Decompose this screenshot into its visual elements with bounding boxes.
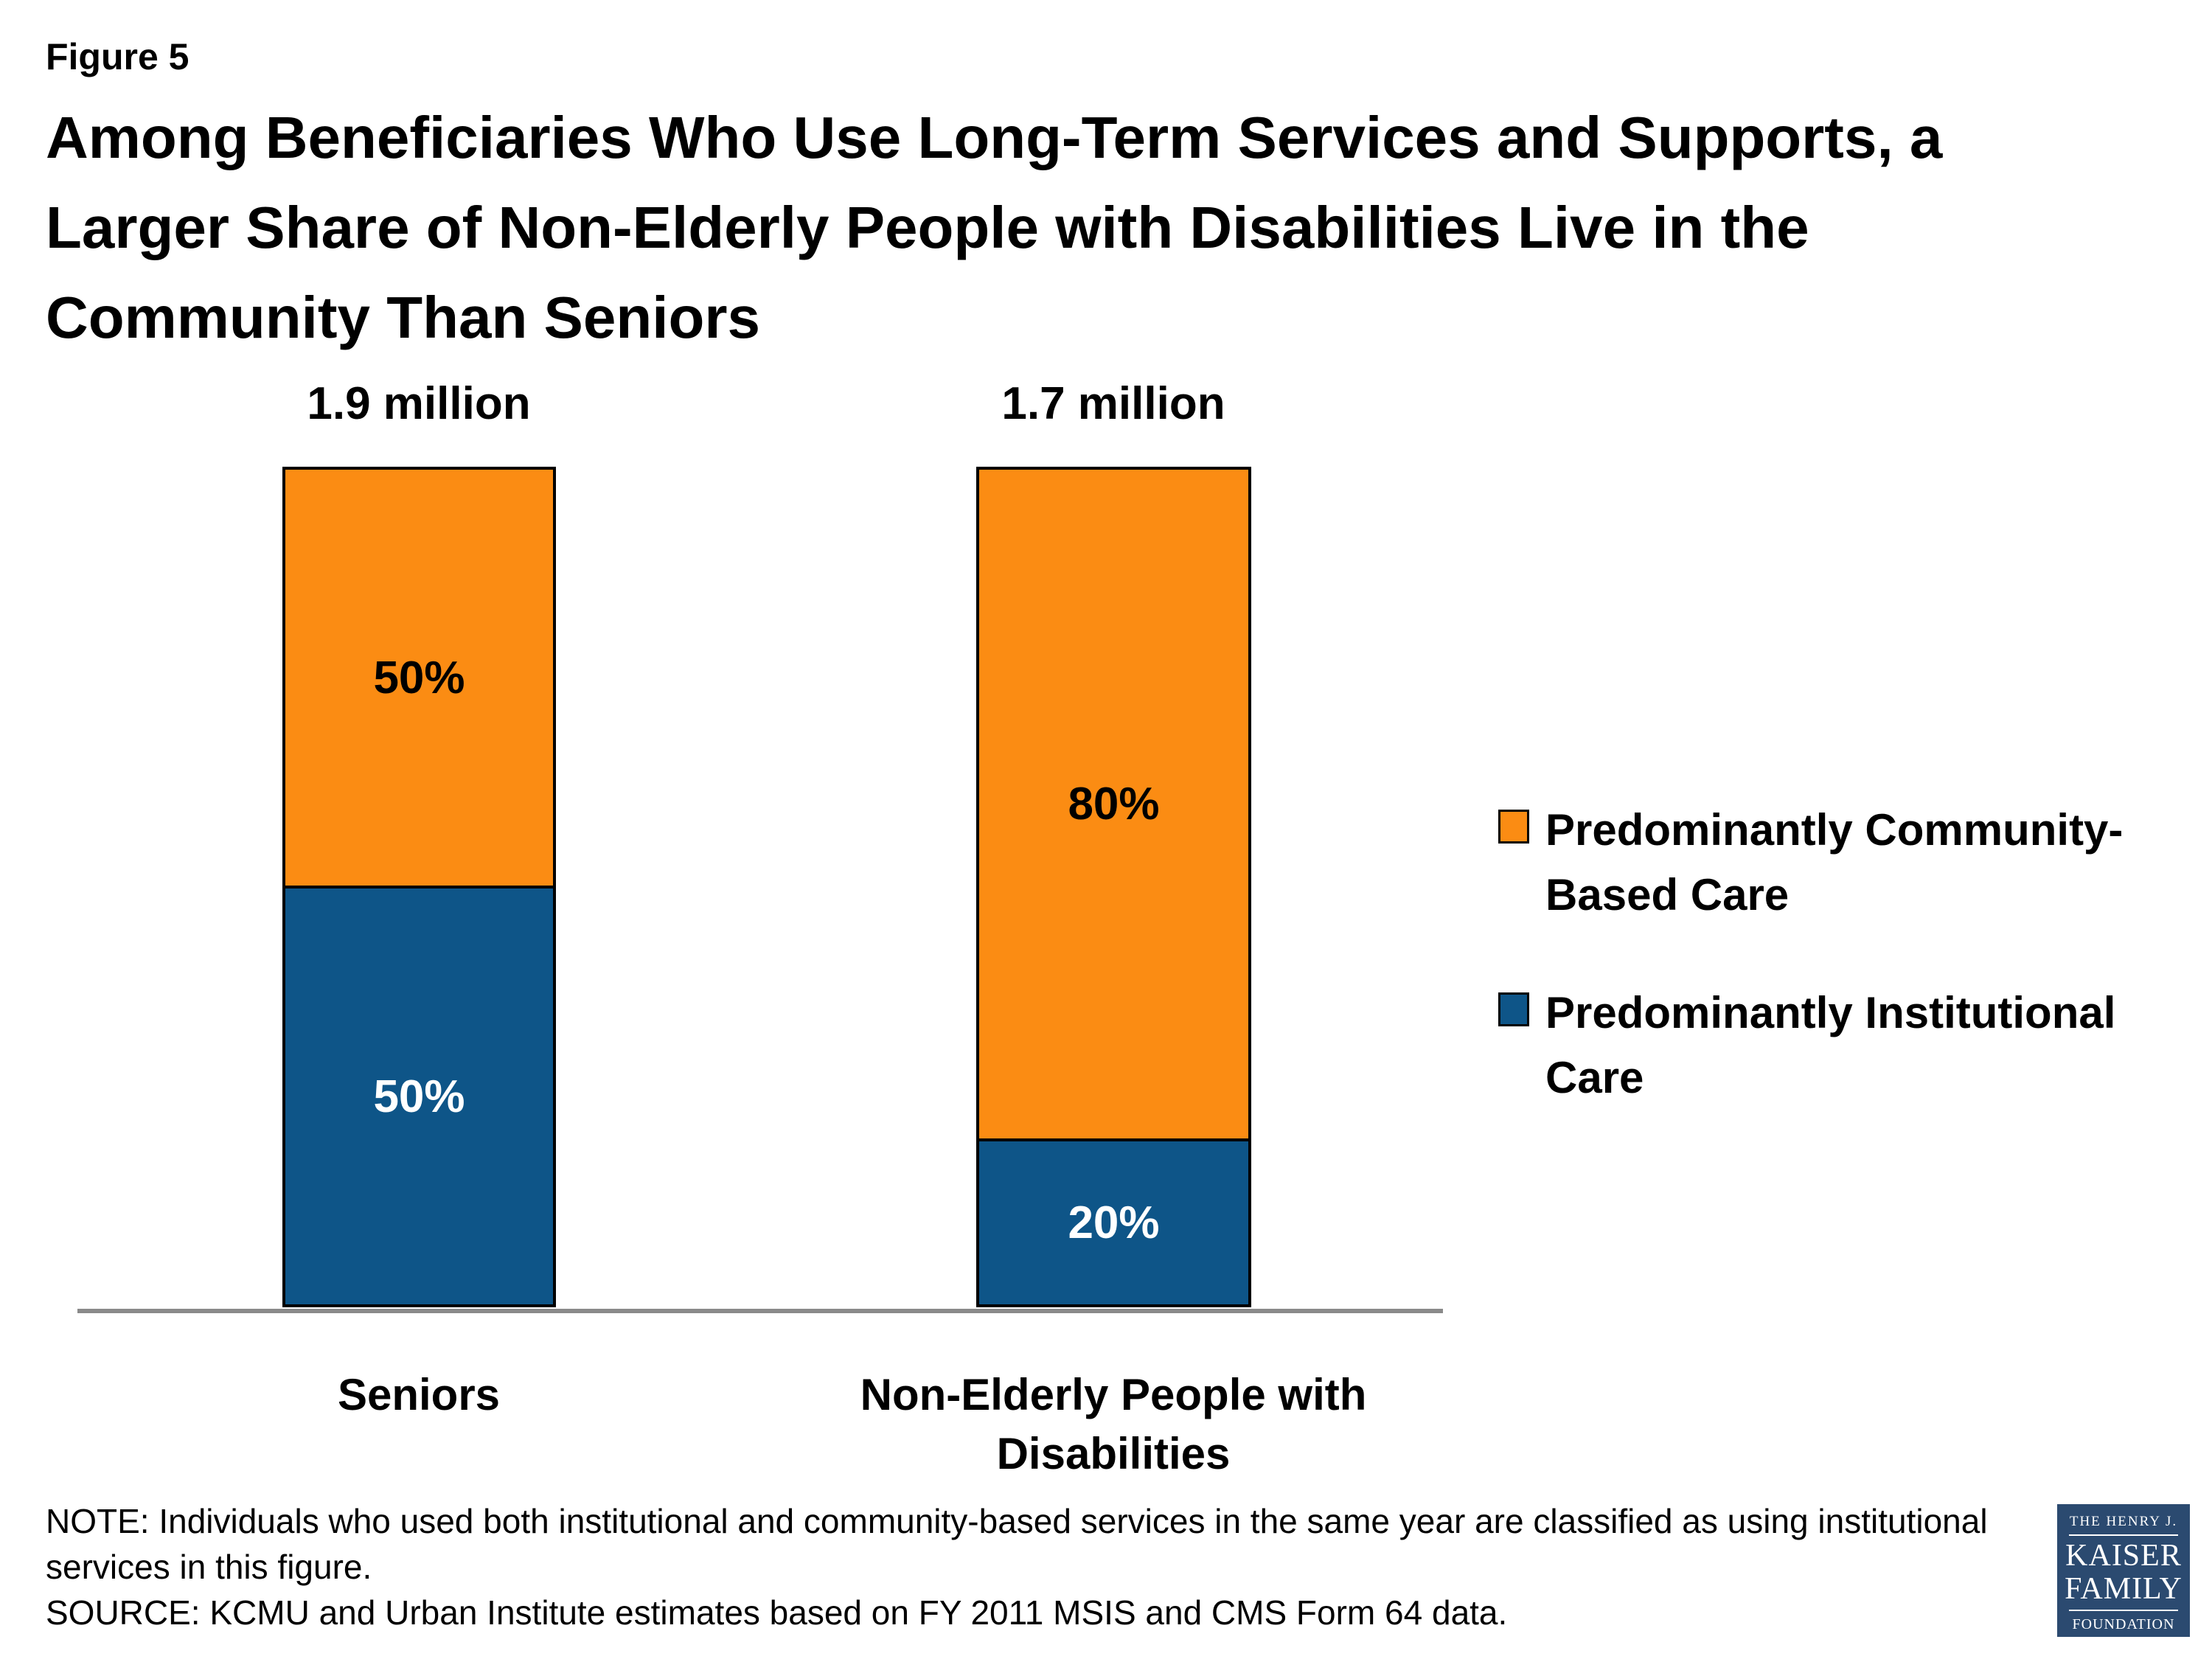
seniors-institutional-segment: 50% [282,886,556,1307]
stacked-bar-nonelderly: 80% 20% [976,467,1251,1310]
x-axis-line [77,1309,1443,1313]
kff-logo-foundation: FOUNDATION [2072,1616,2175,1632]
kff-logo: THE HENRY J. KAISER FAMILY FOUNDATION [2057,1504,2190,1637]
legend-label-community-line-2: Based Care [1545,870,1790,919]
source-line: SOURCE: KCMU and Urban Institute estimat… [46,1593,1508,1632]
chart-title-line-1: Among Beneficiaries Who Use Long-Term Se… [46,105,1943,170]
kff-logo-divider-bottom [2069,1610,2178,1611]
seniors-institutional-value-label: 50% [373,1071,465,1122]
legend-item-community: Predominantly Community- Based Care [1498,798,2123,928]
kff-logo-kaiser: KAISER [2065,1539,2182,1573]
footnotes: NOTE: Individuals who used both institut… [46,1498,1988,1635]
legend-label-community: Predominantly Community- Based Care [1545,798,2123,928]
legend-swatch-community [1498,810,1529,844]
legend-label-institutional: Predominantly Institutional Care [1545,981,2115,1110]
kff-logo-divider-top [2069,1534,2178,1536]
chart-title: Among Beneficiaries Who Use Long-Term Se… [46,93,2191,363]
note-line-1: NOTE: Individuals who used both institut… [46,1502,1988,1540]
seniors-community-segment: 50% [282,467,556,888]
legend-label-institutional-line-1: Predominantly Institutional [1545,988,2116,1037]
chart-title-line-3: Community Than Seniors [46,285,760,350]
nonelderly-community-segment: 80% [976,467,1251,1142]
category-label-seniors: Seniors [337,1370,501,1419]
kff-logo-henry-j: THE HENRY J. [2069,1514,2178,1529]
nonelderly-institutional-segment: 20% [976,1138,1251,1307]
bar-total-seniors: 1.9 million [307,378,531,429]
legend-swatch-institutional [1498,992,1529,1026]
legend-label-community-line-1: Predominantly Community- [1545,805,2124,855]
legend-item-institutional: Predominantly Institutional Care [1498,981,2123,1110]
nonelderly-community-value-label: 80% [1068,779,1160,830]
nonelderly-institutional-value-label: 20% [1068,1197,1160,1249]
seniors-community-value-label: 50% [373,652,465,703]
figure-number: Figure 5 [46,36,189,77]
chart-legend: Predominantly Community- Based Care Pred… [1498,798,2123,1164]
category-label-nonelderly: Non-Elderly People with Disabilities [860,1370,1367,1478]
kff-logo-family: FAMILY [2065,1572,2183,1606]
chart-title-line-2: Larger Share of Non-Elderly People with … [46,195,1809,260]
stacked-bar-seniors: 50% 50% [282,467,556,1310]
bar-total-nonelderly: 1.7 million [1001,378,1225,429]
note-line-2: services in this figure. [46,1548,372,1586]
legend-label-institutional-line-2: Care [1545,1053,1644,1102]
